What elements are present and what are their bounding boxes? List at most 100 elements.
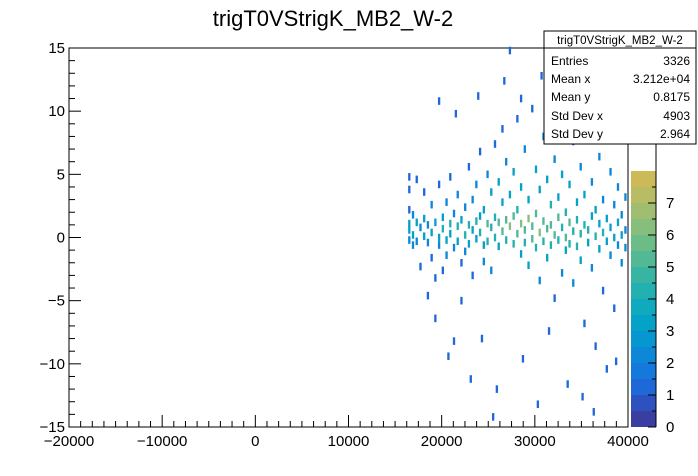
plot-frame [68, 47, 629, 428]
heatmap-bin [527, 195, 530, 204]
heatmap-bin [482, 241, 485, 249]
heatmap-bin [536, 400, 540, 409]
colorbar: 0 1 2 3 4 5 6 7 [631, 144, 674, 436]
heatmap-bin [609, 251, 612, 259]
heatmap-bin [486, 219, 489, 228]
heatmap-bin [594, 342, 597, 350]
heatmap-bin [601, 195, 605, 204]
heatmap-bin [493, 213, 497, 222]
colorbar-segment [631, 363, 656, 379]
heatmap-bin [564, 233, 567, 242]
heatmap-bin [534, 209, 538, 218]
heatmap-bin [572, 279, 575, 287]
heatmap-bin [594, 205, 597, 214]
heatmap-bin [549, 241, 553, 249]
heatmap-bin [538, 228, 541, 237]
stats-value-std-x: 4903 [663, 109, 690, 123]
heatmap-bin [464, 231, 467, 239]
heatmap-bin [441, 224, 444, 233]
heatmap-bin [471, 271, 474, 280]
heatmap-bin [415, 218, 418, 227]
colorbar-segment [631, 203, 656, 219]
heatmap-bin [568, 240, 571, 248]
heatmap-bin [452, 337, 456, 345]
heatmap-bin [564, 208, 567, 217]
heatmap-bin [516, 205, 519, 214]
heatmap-bin [430, 228, 433, 237]
heatmap-bin [490, 188, 493, 196]
heatmap-bin [557, 236, 560, 244]
heatmap-bin [590, 212, 594, 220]
heatmap-bin [546, 253, 549, 262]
heatmap-bin [426, 221, 430, 229]
heatmap-bin [501, 125, 504, 133]
heatmap-bin [616, 218, 620, 227]
heatmap-bin [516, 229, 519, 238]
heatmap-bin [583, 319, 586, 328]
x-tick-label: −20000 [44, 433, 94, 450]
heatmap-bin [434, 274, 437, 282]
x-tick-label: 0 [251, 433, 259, 450]
heatmap-bin [512, 212, 515, 220]
heatmap-bin [531, 104, 534, 113]
heatmap-bin [579, 256, 582, 265]
heatmap-bin [581, 392, 584, 401]
heatmap-bin [521, 354, 525, 363]
heatmap-bin [587, 226, 590, 234]
heatmap-bin [430, 253, 433, 262]
heatmap-bin [482, 257, 485, 266]
colorbar-tick-label: 1 [666, 387, 674, 404]
heatmap-bin [460, 296, 463, 305]
heatmap-bin [505, 157, 508, 166]
heatmap-bin [547, 327, 551, 335]
heatmap-bin [568, 180, 571, 189]
heatmap-bin [445, 198, 448, 206]
heatmap-bin [408, 219, 411, 228]
heatmap-bin [519, 94, 523, 103]
heatmap-bin [531, 234, 534, 243]
x-tick-label: 20000 [421, 433, 463, 450]
heatmap-bin [456, 237, 459, 246]
heatmap-bin [542, 237, 545, 246]
heatmap-bin [441, 266, 444, 275]
heatmap-bin [456, 222, 459, 230]
heatmap-bin [557, 193, 560, 201]
heatmap-bin [566, 380, 569, 388]
heatmap-bin [478, 147, 482, 156]
heatmap-bin [419, 223, 422, 232]
heatmap-bin [592, 408, 595, 416]
stats-title: trigT0VStrigK_MB2_W-2 [557, 35, 683, 47]
colorbar-tick-label: 5 [666, 259, 674, 276]
chart-title: trigT0VStrigK_MB2_W-2 [213, 6, 453, 31]
heatmap-bin [601, 286, 605, 295]
plot-area [68, 47, 629, 428]
stats-value-std-y: 2.964 [660, 127, 690, 141]
heatmap-bin [598, 219, 601, 228]
colorbar-segment [631, 411, 656, 427]
heatmap-bin [493, 233, 497, 242]
heatmap-bin [549, 200, 553, 209]
heatmap-bin [490, 223, 493, 232]
colorbar-tick-label: 2 [666, 355, 674, 372]
heatmap-bin [486, 237, 489, 246]
heatmap-bin [497, 178, 500, 186]
heatmap-bin [482, 205, 485, 214]
heatmap-bin [605, 237, 608, 246]
y-tick-label: 5 [57, 166, 65, 183]
stats-box: trigT0VStrigK_MB2_W-2 Entries 3326 Mean … [543, 30, 697, 145]
heatmap-bin [579, 162, 582, 171]
heatmap-bin [471, 226, 474, 234]
heatmap-bin [460, 216, 463, 224]
x-tick-label: 30000 [514, 433, 556, 450]
colorbar-segment [631, 331, 656, 347]
heatmap-bin [553, 231, 556, 239]
heatmap-bin [408, 205, 411, 214]
heatmap-bin [575, 216, 579, 224]
heatmap-bin [531, 222, 534, 230]
y-tick-label: −15 [40, 419, 65, 436]
heatmap-bin [609, 223, 612, 232]
heatmap-bin [624, 193, 627, 201]
heatmap-bin [519, 250, 523, 258]
heatmap-bin [445, 251, 448, 259]
heatmap-bin [624, 226, 627, 234]
